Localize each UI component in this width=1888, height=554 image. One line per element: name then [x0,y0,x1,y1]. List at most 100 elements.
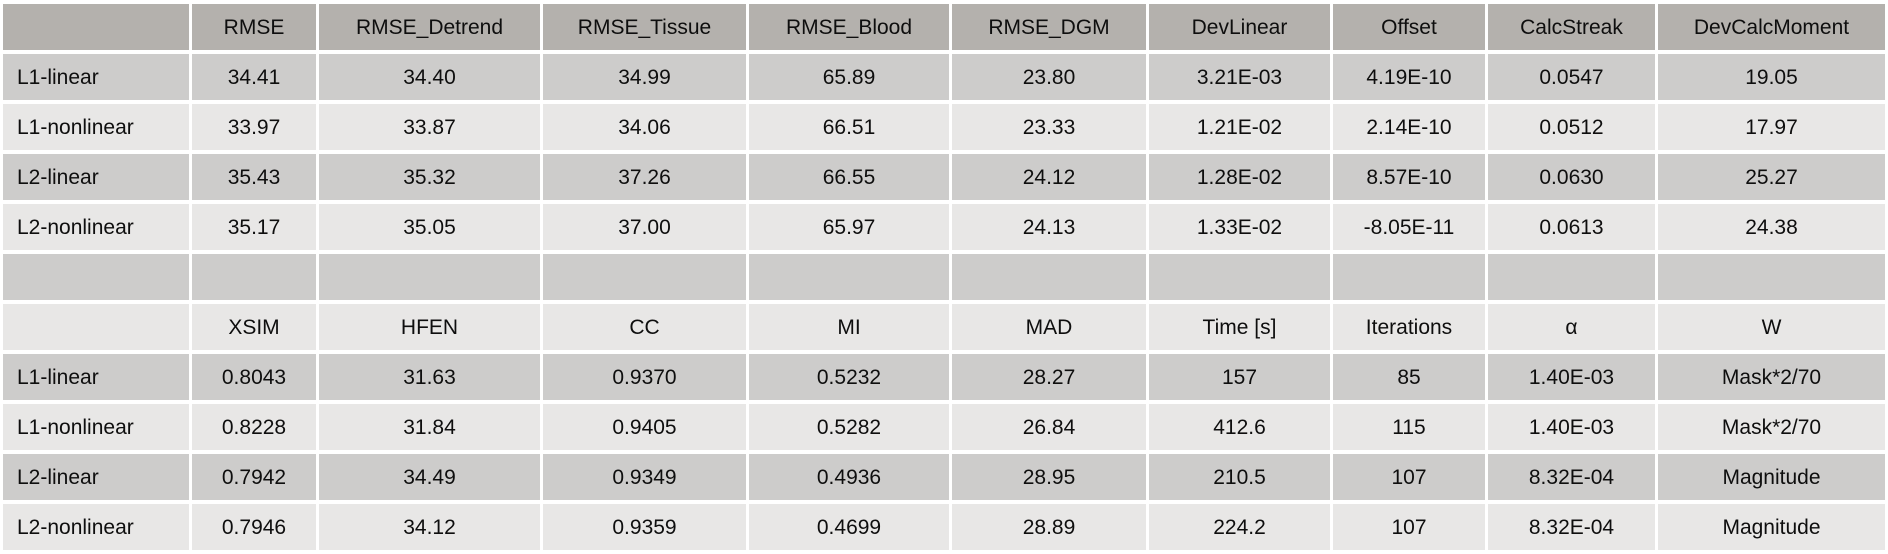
value-cell[interactable]: 33.97 [192,104,316,150]
value-cell[interactable]: 4.19E-10 [1333,54,1485,100]
value-cell[interactable]: 0.8228 [192,404,316,450]
value-cell[interactable]: 37.00 [543,204,746,250]
column-header-rmse[interactable]: RMSE [192,4,316,50]
column-header-alpha[interactable]: α [1488,304,1655,350]
value-cell[interactable]: 34.40 [319,54,540,100]
value-cell[interactable]: 28.89 [952,504,1146,550]
value-cell[interactable]: 2.14E-10 [1333,104,1485,150]
value-cell[interactable]: 1.28E-02 [1149,154,1330,200]
row-label[interactable]: L2-linear [3,154,189,200]
value-cell[interactable]: 1.40E-03 [1488,404,1655,450]
value-cell[interactable]: 85 [1333,354,1485,400]
column-header-mad[interactable]: MAD [952,304,1146,350]
value-cell[interactable]: 31.63 [319,354,540,400]
value-cell[interactable]: 210.5 [1149,454,1330,500]
value-cell[interactable]: 28.27 [952,354,1146,400]
value-cell[interactable]: 24.12 [952,154,1146,200]
value-cell[interactable]: 65.97 [749,204,949,250]
value-cell[interactable]: 0.9405 [543,404,746,450]
column-header-time[interactable]: Time [s] [1149,304,1330,350]
value-cell[interactable]: 35.43 [192,154,316,200]
value-cell[interactable]: 1.21E-02 [1149,104,1330,150]
column-header-cc[interactable]: CC [543,304,746,350]
value-cell[interactable]: 0.0630 [1488,154,1655,200]
value-cell[interactable]: 1.33E-02 [1149,204,1330,250]
column-header-w[interactable]: W [1658,304,1885,350]
value-cell[interactable]: 34.41 [192,54,316,100]
value-cell[interactable]: 31.84 [319,404,540,450]
value-cell[interactable]: 34.06 [543,104,746,150]
value-cell[interactable]: 0.7942 [192,454,316,500]
spacer-cell [1149,254,1330,300]
value-cell[interactable]: 33.87 [319,104,540,150]
value-cell[interactable]: 34.12 [319,504,540,550]
value-cell[interactable]: 0.9349 [543,454,746,500]
value-cell[interactable]: 0.9359 [543,504,746,550]
value-cell[interactable]: 25.27 [1658,154,1885,200]
column-header-rmse-dgm[interactable]: RMSE_DGM [952,4,1146,50]
value-cell[interactable]: 224.2 [1149,504,1330,550]
row-label[interactable]: L2-nonlinear [3,504,189,550]
value-cell[interactable]: Mask*2/70 [1658,404,1885,450]
value-cell[interactable]: 8.32E-04 [1488,504,1655,550]
column-header-iterations[interactable]: Iterations [1333,304,1485,350]
value-cell[interactable]: 0.0613 [1488,204,1655,250]
value-cell[interactable]: 34.49 [319,454,540,500]
row-label[interactable]: L1-linear [3,54,189,100]
column-header-rmse-tissue[interactable]: RMSE_Tissue [543,4,746,50]
value-cell[interactable]: 157 [1149,354,1330,400]
value-cell[interactable]: 34.99 [543,54,746,100]
value-cell[interactable]: 107 [1333,454,1485,500]
value-cell[interactable]: 28.95 [952,454,1146,500]
value-cell[interactable]: Mask*2/70 [1658,354,1885,400]
value-cell[interactable]: 24.13 [952,204,1146,250]
value-cell[interactable]: -8.05E-11 [1333,204,1485,250]
value-cell[interactable]: Magnitude [1658,454,1885,500]
column-header-hfen[interactable]: HFEN [319,304,540,350]
column-header-mi[interactable]: MI [749,304,949,350]
value-cell[interactable]: 3.21E-03 [1149,54,1330,100]
value-cell[interactable]: 0.9370 [543,354,746,400]
column-header-devlinear[interactable]: DevLinear [1149,4,1330,50]
value-cell[interactable]: 66.55 [749,154,949,200]
value-cell[interactable]: 23.33 [952,104,1146,150]
column-header-rmse-blood[interactable]: RMSE_Blood [749,4,949,50]
value-cell[interactable]: 35.17 [192,204,316,250]
value-cell[interactable]: 8.32E-04 [1488,454,1655,500]
value-cell[interactable]: 412.6 [1149,404,1330,450]
row-label[interactable]: L2-linear [3,454,189,500]
column-header-calcstreak[interactable]: CalcStreak [1488,4,1655,50]
value-cell[interactable]: 0.0512 [1488,104,1655,150]
value-cell[interactable]: 0.5282 [749,404,949,450]
value-cell[interactable]: 24.38 [1658,204,1885,250]
column-header-devcalcmoment[interactable]: DevCalcMoment [1658,4,1885,50]
column-header-rmse-detrend[interactable]: RMSE_Detrend [319,4,540,50]
value-cell[interactable]: 0.5232 [749,354,949,400]
value-cell[interactable]: 37.26 [543,154,746,200]
value-cell[interactable]: 65.89 [749,54,949,100]
spacer-cell [952,254,1146,300]
value-cell[interactable]: 35.05 [319,204,540,250]
value-cell[interactable]: 115 [1333,404,1485,450]
row-label[interactable]: L1-linear [3,354,189,400]
value-cell[interactable]: 26.84 [952,404,1146,450]
value-cell[interactable]: 23.80 [952,54,1146,100]
value-cell[interactable]: 0.4699 [749,504,949,550]
value-cell[interactable]: 0.7946 [192,504,316,550]
value-cell[interactable]: 8.57E-10 [1333,154,1485,200]
value-cell[interactable]: 19.05 [1658,54,1885,100]
value-cell[interactable]: 66.51 [749,104,949,150]
value-cell[interactable]: 107 [1333,504,1485,550]
column-header-xsim[interactable]: XSIM [192,304,316,350]
row-label[interactable]: L2-nonlinear [3,204,189,250]
value-cell[interactable]: 17.97 [1658,104,1885,150]
value-cell[interactable]: 35.32 [319,154,540,200]
row-label[interactable]: L1-nonlinear [3,104,189,150]
value-cell[interactable]: 0.0547 [1488,54,1655,100]
value-cell[interactable]: 1.40E-03 [1488,354,1655,400]
column-header-offset[interactable]: Offset [1333,4,1485,50]
value-cell[interactable]: 0.8043 [192,354,316,400]
value-cell[interactable]: Magnitude [1658,504,1885,550]
value-cell[interactable]: 0.4936 [749,454,949,500]
row-label[interactable]: L1-nonlinear [3,404,189,450]
